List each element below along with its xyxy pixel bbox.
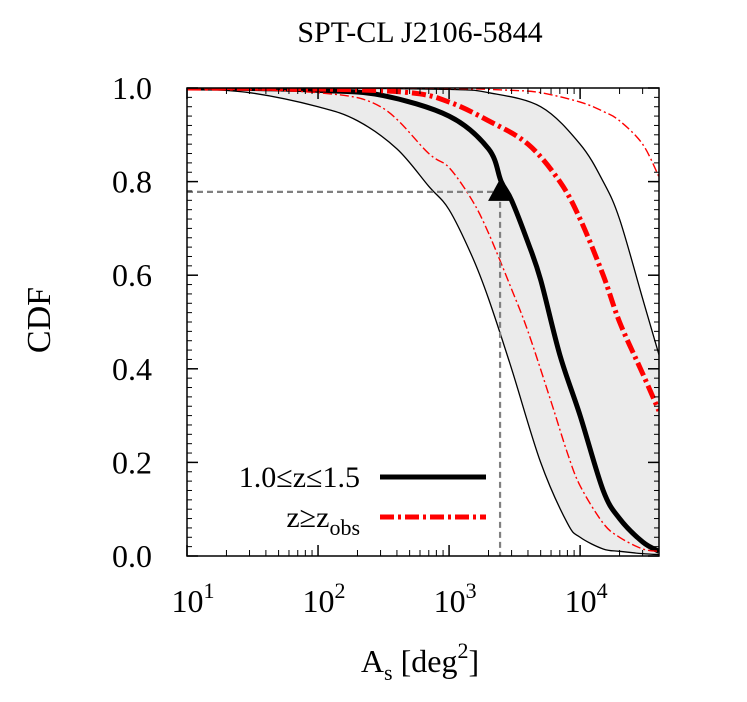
x-label-sub: s bbox=[384, 660, 393, 685]
x-label-end: ] bbox=[468, 643, 479, 679]
y-tick-label: 0.0 bbox=[112, 538, 152, 574]
confidence-band bbox=[187, 88, 659, 555]
x-label-sup: 2 bbox=[457, 638, 468, 663]
x-tick-label: 101 bbox=[172, 578, 215, 619]
axis-ticks bbox=[186, 87, 660, 557]
legend-label-1: z≥zobs bbox=[286, 501, 360, 540]
x-label-rest: [deg bbox=[393, 643, 458, 679]
observed-marker bbox=[488, 178, 513, 201]
x-tick-label: 102 bbox=[303, 578, 346, 619]
y-tick-label: 0.6 bbox=[112, 257, 152, 293]
band-lower-edge bbox=[187, 88, 659, 556]
y-tick-labels: 0.0 0.2 0.4 0.6 0.8 1.0 bbox=[112, 70, 152, 574]
y-tick-label: 0.2 bbox=[112, 444, 152, 480]
chart-title: SPT-CL J2106-5844 bbox=[297, 16, 542, 49]
x-tick-labels: 101 102 103 104 bbox=[172, 578, 608, 619]
legend-label-1-main: z≥z bbox=[286, 501, 329, 534]
y-tick-label: 1.0 bbox=[112, 70, 152, 106]
x-axis-label: As [deg2] bbox=[361, 638, 479, 685]
legend: 1.0≤z≤1.5 z≥zobs bbox=[239, 461, 486, 540]
x-tick-label: 103 bbox=[434, 578, 477, 619]
y-axis-label: CDF bbox=[21, 287, 58, 353]
plot-area bbox=[186, 87, 660, 557]
series-line-2 bbox=[187, 88, 659, 553]
y-tick-label: 0.8 bbox=[112, 164, 152, 200]
x-label-main: A bbox=[361, 643, 384, 679]
x-tick-label: 104 bbox=[565, 578, 608, 619]
y-tick-label: 0.4 bbox=[112, 351, 152, 387]
series-line-1 bbox=[187, 88, 659, 412]
marker-guide-lines bbox=[187, 190, 502, 556]
legend-label-1-sub: obs bbox=[329, 515, 360, 540]
legend-label-0: 1.0≤z≤1.5 bbox=[239, 461, 360, 494]
